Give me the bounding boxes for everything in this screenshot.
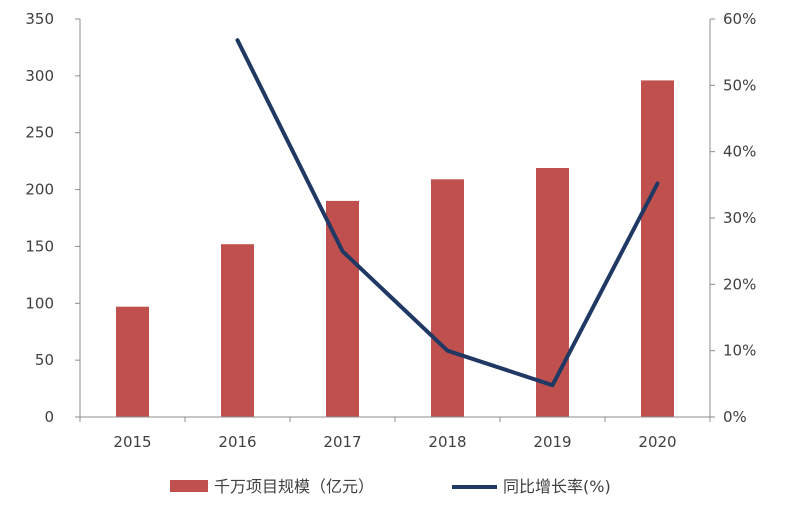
bar-2017 [326, 200, 359, 417]
bar-2019 [536, 168, 569, 417]
line-point-2020 [656, 182, 659, 185]
left-tick-label: 350 [25, 10, 54, 28]
left-tick-label: 100 [25, 294, 54, 312]
x-tick-label: 2018 [428, 433, 466, 451]
plot-area [116, 38, 674, 418]
legend-bar-swatch [170, 480, 208, 492]
left-tick-label: 150 [25, 237, 54, 255]
right-tick-label: 20% [723, 275, 756, 293]
right-tick-label: 0% [723, 408, 747, 426]
bar-2018 [431, 179, 464, 417]
right-tick-label: 60% [723, 10, 756, 28]
right-tick-label: 40% [723, 143, 756, 161]
right-tick-label: 50% [723, 76, 756, 94]
axes: 0 50 100 150 200 250 300 350 0% 10% 20% 30% 40% 50% 60… [25, 10, 756, 451]
legend: 千万项目规模（亿元） 同比增长率(%) [170, 477, 611, 496]
legend-bar-label: 千万项目规模（亿元） [214, 477, 374, 496]
x-tick-label: 2020 [638, 433, 676, 451]
bar-2020 [641, 80, 674, 418]
line-point-2017 [341, 249, 344, 253]
left-tick-label: 200 [25, 181, 54, 199]
right-tick-label: 10% [723, 342, 756, 360]
left-tick-label: 300 [25, 67, 54, 85]
left-tick-label: 250 [25, 124, 54, 142]
bar-2016 [221, 244, 254, 417]
x-tick-label: 2016 [218, 433, 256, 451]
x-tick-label: 2017 [323, 433, 361, 451]
left-tick-label: 50 [35, 351, 54, 369]
bar-2015 [116, 306, 149, 417]
line-point-2019 [551, 383, 554, 387]
right-tick-label: 30% [723, 209, 756, 227]
line-point-2018 [446, 349, 449, 353]
legend-line-label: 同比增长率(%) [503, 477, 611, 496]
x-tick-label: 2019 [533, 433, 571, 451]
line-point-2016 [236, 38, 239, 42]
left-tick-label: 0 [44, 408, 54, 426]
x-tick-label: 2015 [113, 433, 151, 451]
